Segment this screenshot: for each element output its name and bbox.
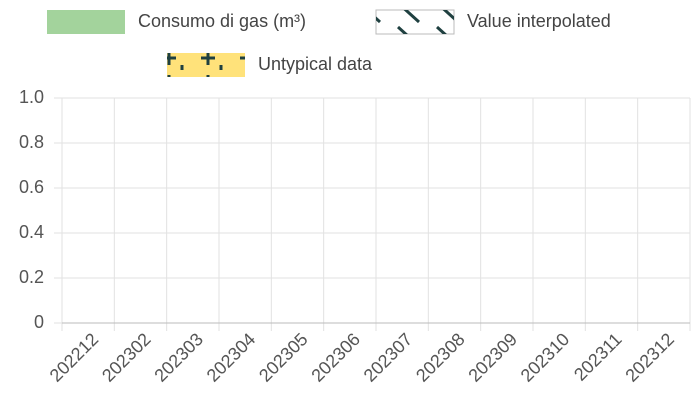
legend-label: Consumo di gas (m³) (138, 11, 306, 31)
x-tick-label: 202310 (517, 329, 574, 386)
y-tick-label: 0.6 (19, 177, 44, 197)
x-tick-label: 202303 (150, 329, 207, 386)
legend-swatch-pattern (167, 53, 245, 77)
y-tick-label: 0.8 (19, 132, 44, 152)
x-tick-label: 202309 (464, 329, 521, 386)
x-tick-label: 202307 (360, 329, 417, 386)
y-tick-label: 1.0 (19, 87, 44, 107)
legend-label: Untypical data (258, 54, 373, 74)
legend-swatch (47, 10, 125, 34)
x-tick-label: 202302 (98, 329, 155, 386)
legend: Consumo di gas (m³) Value interpolated Unt… (47, 9, 611, 77)
x-tick-label: 202304 (203, 329, 260, 386)
x-tick-label: 202312 (621, 329, 678, 386)
x-tick-label: 202311 (570, 329, 626, 385)
y-tick-label: 0 (34, 312, 44, 332)
legend-label: Value interpolated (467, 11, 611, 31)
y-tick-label: 0.4 (19, 222, 44, 242)
x-tick-label: 202212 (46, 329, 103, 386)
x-tick-label: 202305 (255, 329, 312, 386)
x-tick-label: 202308 (412, 329, 469, 386)
legend-swatch-pattern (376, 10, 454, 34)
y-tick-label: 0.2 (19, 267, 44, 287)
x-tick-label: 202306 (307, 329, 364, 386)
